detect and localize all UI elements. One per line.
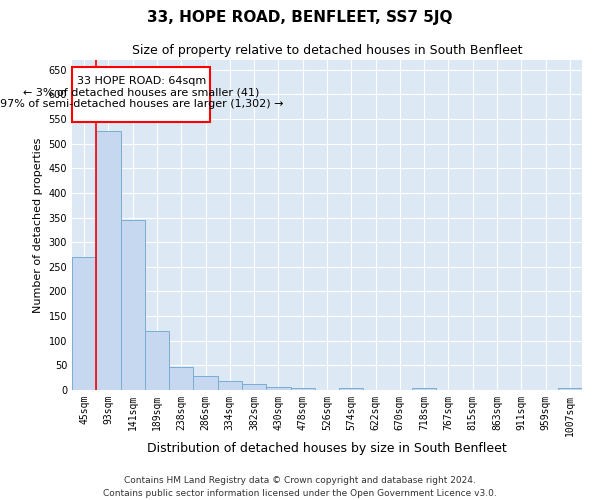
Bar — [121, 220, 145, 390]
Bar — [339, 388, 364, 390]
Text: 33 HOPE ROAD: 64sqm: 33 HOPE ROAD: 64sqm — [77, 76, 206, 86]
Title: Size of property relative to detached houses in South Benfleet: Size of property relative to detached ho… — [132, 44, 522, 58]
Text: 97% of semi-detached houses are larger (1,302) →: 97% of semi-detached houses are larger (… — [0, 100, 283, 110]
Bar — [96, 132, 121, 390]
Bar — [193, 376, 218, 390]
Bar — [558, 388, 582, 390]
FancyBboxPatch shape — [73, 68, 211, 122]
Bar — [169, 367, 193, 390]
Bar — [290, 388, 315, 390]
Text: ← 3% of detached houses are smaller (41): ← 3% of detached houses are smaller (41) — [23, 88, 260, 98]
Text: 33, HOPE ROAD, BENFLEET, SS7 5JQ: 33, HOPE ROAD, BENFLEET, SS7 5JQ — [147, 10, 453, 25]
Bar — [72, 257, 96, 390]
Y-axis label: Number of detached properties: Number of detached properties — [33, 138, 43, 312]
Bar — [218, 381, 242, 390]
Bar — [242, 384, 266, 390]
Bar — [145, 331, 169, 390]
Bar — [412, 388, 436, 390]
Bar — [266, 386, 290, 390]
Text: Contains HM Land Registry data © Crown copyright and database right 2024.
Contai: Contains HM Land Registry data © Crown c… — [103, 476, 497, 498]
X-axis label: Distribution of detached houses by size in South Benfleet: Distribution of detached houses by size … — [147, 442, 507, 454]
